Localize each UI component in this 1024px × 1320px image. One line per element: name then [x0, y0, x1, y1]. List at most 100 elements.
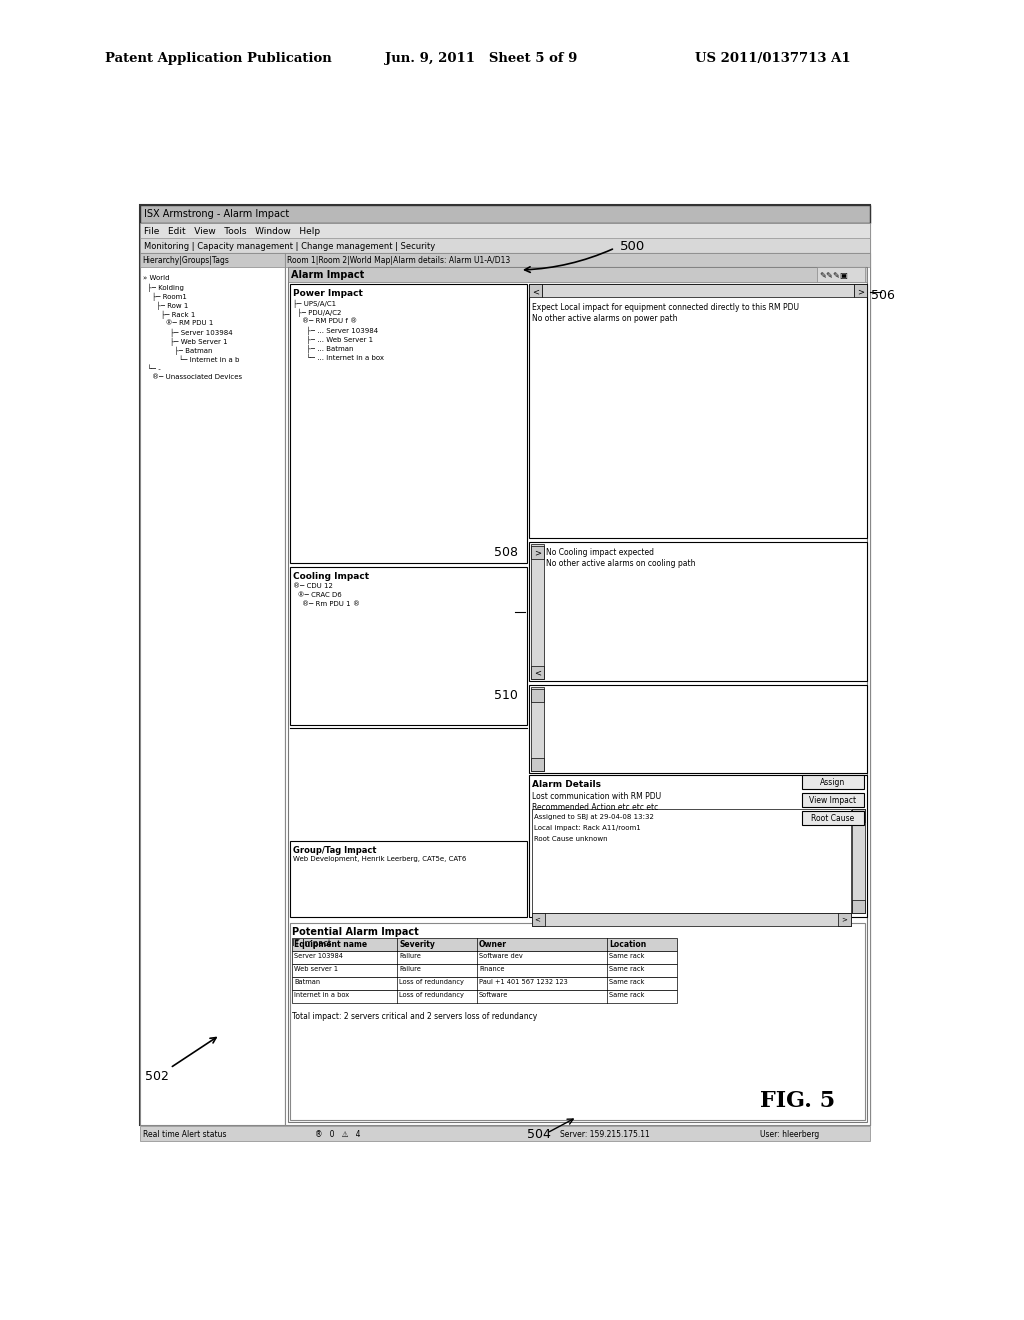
Text: ├─ Kolding: ├─ Kolding: [143, 284, 184, 292]
Text: └─ Internet in a b: └─ Internet in a b: [143, 356, 240, 363]
Bar: [531, 544, 544, 678]
Bar: [292, 964, 677, 977]
Text: ├─ ... Web Server 1: ├─ ... Web Server 1: [293, 337, 373, 345]
Text: 500: 500: [620, 240, 645, 253]
Bar: [290, 568, 527, 725]
Bar: [292, 977, 677, 990]
Bar: [532, 809, 851, 913]
Text: ├─ Batman: ├─ Batman: [143, 347, 213, 355]
Text: Room 1|Room 2|World Map|Alarm details: Alarm U1-A/D13: Room 1|Room 2|World Map|Alarm details: A…: [287, 256, 510, 265]
Text: └─ ... Internet in a box: └─ ... Internet in a box: [293, 354, 384, 360]
Bar: [290, 284, 527, 564]
Text: <: <: [532, 286, 539, 296]
Text: US 2011/0137713 A1: US 2011/0137713 A1: [695, 51, 851, 65]
Text: Root Cause: Root Cause: [811, 814, 855, 822]
Text: ✎✎✎▣: ✎✎✎▣: [819, 271, 848, 280]
Text: User: hleerberg: User: hleerberg: [760, 1130, 819, 1139]
Text: ├─ ... Batman: ├─ ... Batman: [293, 345, 353, 354]
Bar: [529, 284, 542, 297]
Text: ®─ RM PDU f ®: ®─ RM PDU f ®: [293, 318, 357, 323]
Text: >: >: [534, 548, 541, 557]
Text: Web Development, Henrik Leerberg, CAT5e, CAT6: Web Development, Henrik Leerberg, CAT5e,…: [293, 855, 466, 862]
Bar: [838, 913, 851, 927]
Text: Server: 159.215.175.11: Server: 159.215.175.11: [560, 1130, 650, 1139]
Text: Total impact: 2 servers critical and 2 servers loss of redundancy: Total impact: 2 servers critical and 2 s…: [292, 1012, 538, 1020]
Bar: [140, 1126, 870, 1140]
Text: Expect Local impact for equipment connected directly to this RM PDU: Expect Local impact for equipment connec…: [532, 304, 799, 312]
Text: ®   0   ⚠   4: ® 0 ⚠ 4: [315, 1130, 360, 1139]
Text: Location: Location: [609, 940, 646, 949]
Text: <: <: [534, 916, 540, 921]
Bar: [532, 913, 545, 927]
Text: Same rack: Same rack: [609, 979, 644, 985]
Text: ├─ Web Server 1: ├─ Web Server 1: [143, 338, 227, 346]
Text: Local impact: Rack A11/room1: Local impact: Rack A11/room1: [534, 825, 641, 832]
Bar: [292, 990, 677, 1003]
Text: Monitoring | Capacity management | Change management | Security: Monitoring | Capacity management | Chang…: [144, 242, 435, 251]
Text: Potential Alarm Impact: Potential Alarm Impact: [292, 927, 419, 937]
Bar: [140, 238, 870, 253]
Text: No other active alarms on power path: No other active alarms on power path: [532, 314, 678, 323]
Text: ®─ Rm PDU 1 ®: ®─ Rm PDU 1 ®: [293, 601, 360, 607]
Text: Lost communication with RM PDU: Lost communication with RM PDU: [532, 792, 662, 801]
Bar: [529, 685, 867, 774]
Text: 510: 510: [494, 689, 518, 702]
Bar: [529, 543, 867, 681]
Bar: [290, 841, 527, 917]
Text: Real time Alert status: Real time Alert status: [143, 1130, 226, 1139]
Bar: [854, 284, 867, 297]
Text: 506: 506: [871, 289, 895, 302]
Bar: [802, 775, 864, 789]
Text: Root Cause unknown: Root Cause unknown: [534, 836, 607, 842]
Text: Failure: Failure: [399, 966, 421, 972]
Text: 502: 502: [145, 1071, 169, 1082]
Text: Hierarchy|Groups|Tags: Hierarchy|Groups|Tags: [142, 256, 229, 265]
Text: No other active alarms on cooling path: No other active alarms on cooling path: [546, 558, 695, 568]
Text: Internet in a box: Internet in a box: [294, 993, 349, 998]
Bar: [288, 267, 867, 282]
Text: Equipment name: Equipment name: [294, 940, 368, 949]
Bar: [542, 284, 854, 297]
Text: FIG. 5: FIG. 5: [760, 1090, 836, 1111]
Text: Software dev: Software dev: [479, 953, 522, 960]
Bar: [532, 913, 851, 927]
Text: Cooling Impact: Cooling Impact: [293, 572, 369, 581]
Bar: [852, 809, 865, 913]
Text: Patent Application Publication: Patent Application Publication: [105, 51, 332, 65]
Text: Alarm Details: Alarm Details: [532, 780, 601, 789]
Text: ├─ Server 103984: ├─ Server 103984: [143, 329, 232, 338]
Text: Loss of redundancy: Loss of redundancy: [399, 979, 464, 985]
Bar: [288, 267, 867, 1122]
Text: Power Impact: Power Impact: [293, 289, 362, 298]
Text: Same rack: Same rack: [609, 966, 644, 972]
Text: ®─ RM PDU 1: ®─ RM PDU 1: [143, 319, 213, 326]
Text: Finance: Finance: [479, 966, 505, 972]
Text: IT Impact: IT Impact: [292, 939, 331, 948]
Text: 508: 508: [494, 546, 518, 558]
Text: ├─ Room1: ├─ Room1: [143, 293, 186, 301]
Text: ISX Armstrong - Alarm Impact: ISX Armstrong - Alarm Impact: [144, 209, 289, 219]
Text: Assigned to SBJ at 29-04-08 13:32: Assigned to SBJ at 29-04-08 13:32: [534, 814, 654, 820]
Text: Same rack: Same rack: [609, 993, 644, 998]
Bar: [285, 253, 870, 1125]
Bar: [285, 253, 870, 267]
Text: ®─ Unassociated Devices: ®─ Unassociated Devices: [143, 374, 242, 380]
Text: >: >: [841, 916, 847, 921]
Text: ®─ CRAC D6: ®─ CRAC D6: [293, 591, 342, 598]
Bar: [292, 950, 677, 964]
Text: ├─ Rack 1: ├─ Rack 1: [143, 312, 196, 319]
Text: 504: 504: [527, 1129, 551, 1140]
Text: Web server 1: Web server 1: [294, 966, 338, 972]
Bar: [292, 939, 677, 950]
Text: Recommended Action etc etc etc: Recommended Action etc etc etc: [532, 803, 658, 812]
Text: Same rack: Same rack: [609, 953, 644, 960]
Text: Server 103984: Server 103984: [294, 953, 343, 960]
Text: Software: Software: [479, 993, 508, 998]
Text: Paul +1 401 567 1232 123: Paul +1 401 567 1232 123: [479, 979, 567, 985]
Text: Loss of redundancy: Loss of redundancy: [399, 993, 464, 998]
Text: Owner: Owner: [479, 940, 507, 949]
Text: ├─ PDU/A/C2: ├─ PDU/A/C2: [293, 309, 341, 317]
Text: Severity: Severity: [399, 940, 435, 949]
Bar: [140, 253, 285, 1125]
Text: Alarm Impact: Alarm Impact: [291, 271, 365, 280]
